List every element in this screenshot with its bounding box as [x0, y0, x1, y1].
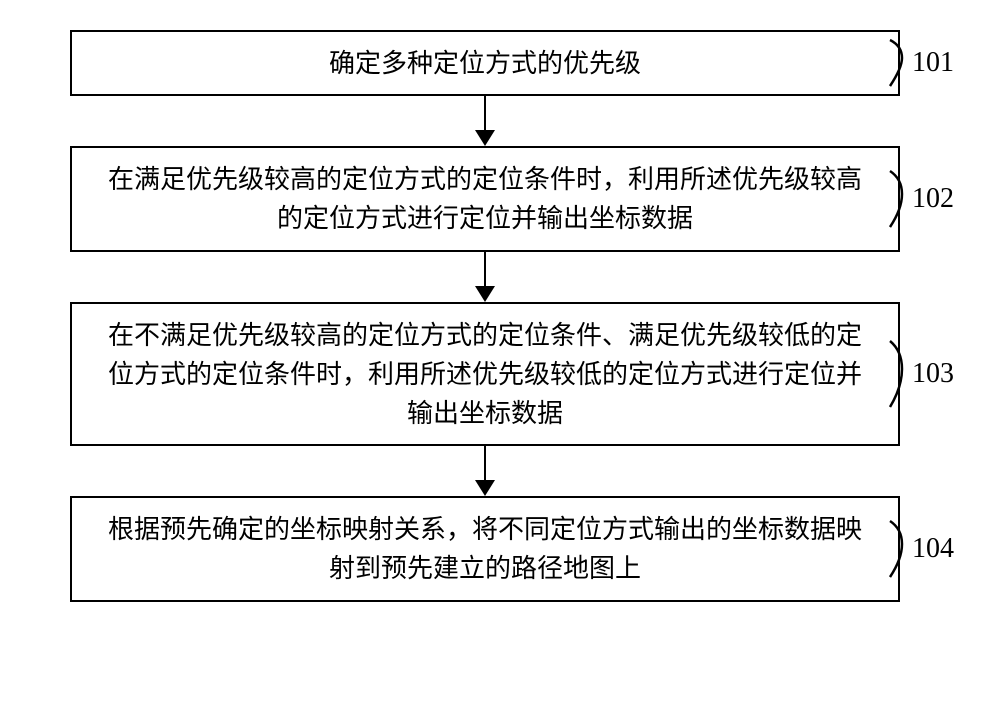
step-label: 104 — [912, 528, 954, 570]
bracket-icon — [888, 38, 910, 88]
step-label: 103 — [912, 353, 954, 395]
arrow-line — [484, 96, 486, 134]
bracket-icon — [888, 519, 910, 579]
arrow-head-icon — [475, 130, 495, 146]
step-label: 102 — [912, 178, 954, 220]
flow-arrow — [70, 252, 900, 302]
bracket-icon — [888, 169, 910, 229]
step-label: 101 — [912, 42, 954, 84]
step-label-bracket: 102 — [888, 169, 954, 229]
arrow-line — [484, 252, 486, 290]
step-text: 根据预先确定的坐标映射关系，将不同定位方式输出的坐标数据映射到预先建立的路径地图… — [102, 510, 868, 588]
flow-arrow — [70, 96, 900, 146]
step-label-bracket: 104 — [888, 519, 954, 579]
bracket-icon — [888, 339, 910, 409]
flowchart-step-1: 确定多种定位方式的优先级 101 — [70, 30, 900, 96]
step-text: 在不满足优先级较高的定位方式的定位条件、满足优先级较低的定位方式的定位条件时，利… — [102, 316, 868, 433]
flow-arrow — [70, 446, 900, 496]
step-text: 在满足优先级较高的定位方式的定位条件时，利用所述优先级较高的定位方式进行定位并输… — [102, 160, 868, 238]
flowchart-step-4: 根据预先确定的坐标映射关系，将不同定位方式输出的坐标数据映射到预先建立的路径地图… — [70, 496, 900, 602]
arrow-line — [484, 446, 486, 484]
flowchart-step-3: 在不满足优先级较高的定位方式的定位条件、满足优先级较低的定位方式的定位条件时，利… — [70, 302, 900, 446]
flowchart-container: 确定多种定位方式的优先级 101 在满足优先级较高的定位方式的定位条件时，利用所… — [70, 30, 900, 602]
arrow-head-icon — [475, 480, 495, 496]
flowchart-step-2: 在满足优先级较高的定位方式的定位条件时，利用所述优先级较高的定位方式进行定位并输… — [70, 146, 900, 252]
step-text: 确定多种定位方式的优先级 — [329, 44, 641, 83]
step-label-bracket: 101 — [888, 38, 954, 88]
arrow-head-icon — [475, 286, 495, 302]
step-label-bracket: 103 — [888, 339, 954, 409]
